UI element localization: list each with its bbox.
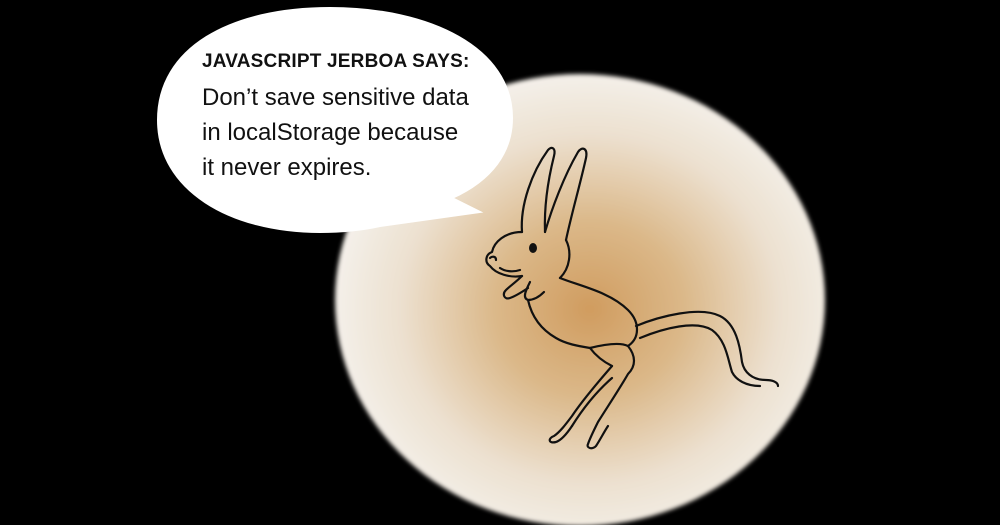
speech-bubble-heading: JAVASCRIPT JERBOA SAYS: xyxy=(202,51,470,72)
jerboa-icon xyxy=(485,146,780,450)
speech-bubble-line-1: Don’t save sensitive data xyxy=(202,84,469,111)
speech-bubble-line-3: it never expires. xyxy=(202,154,372,181)
speech-bubble-text: JAVASCRIPT JERBOA SAYS: Don’t save sensi… xyxy=(202,50,502,185)
speech-bubble xyxy=(156,6,514,234)
speech-bubble-line-2: in localStorage because xyxy=(202,119,459,146)
